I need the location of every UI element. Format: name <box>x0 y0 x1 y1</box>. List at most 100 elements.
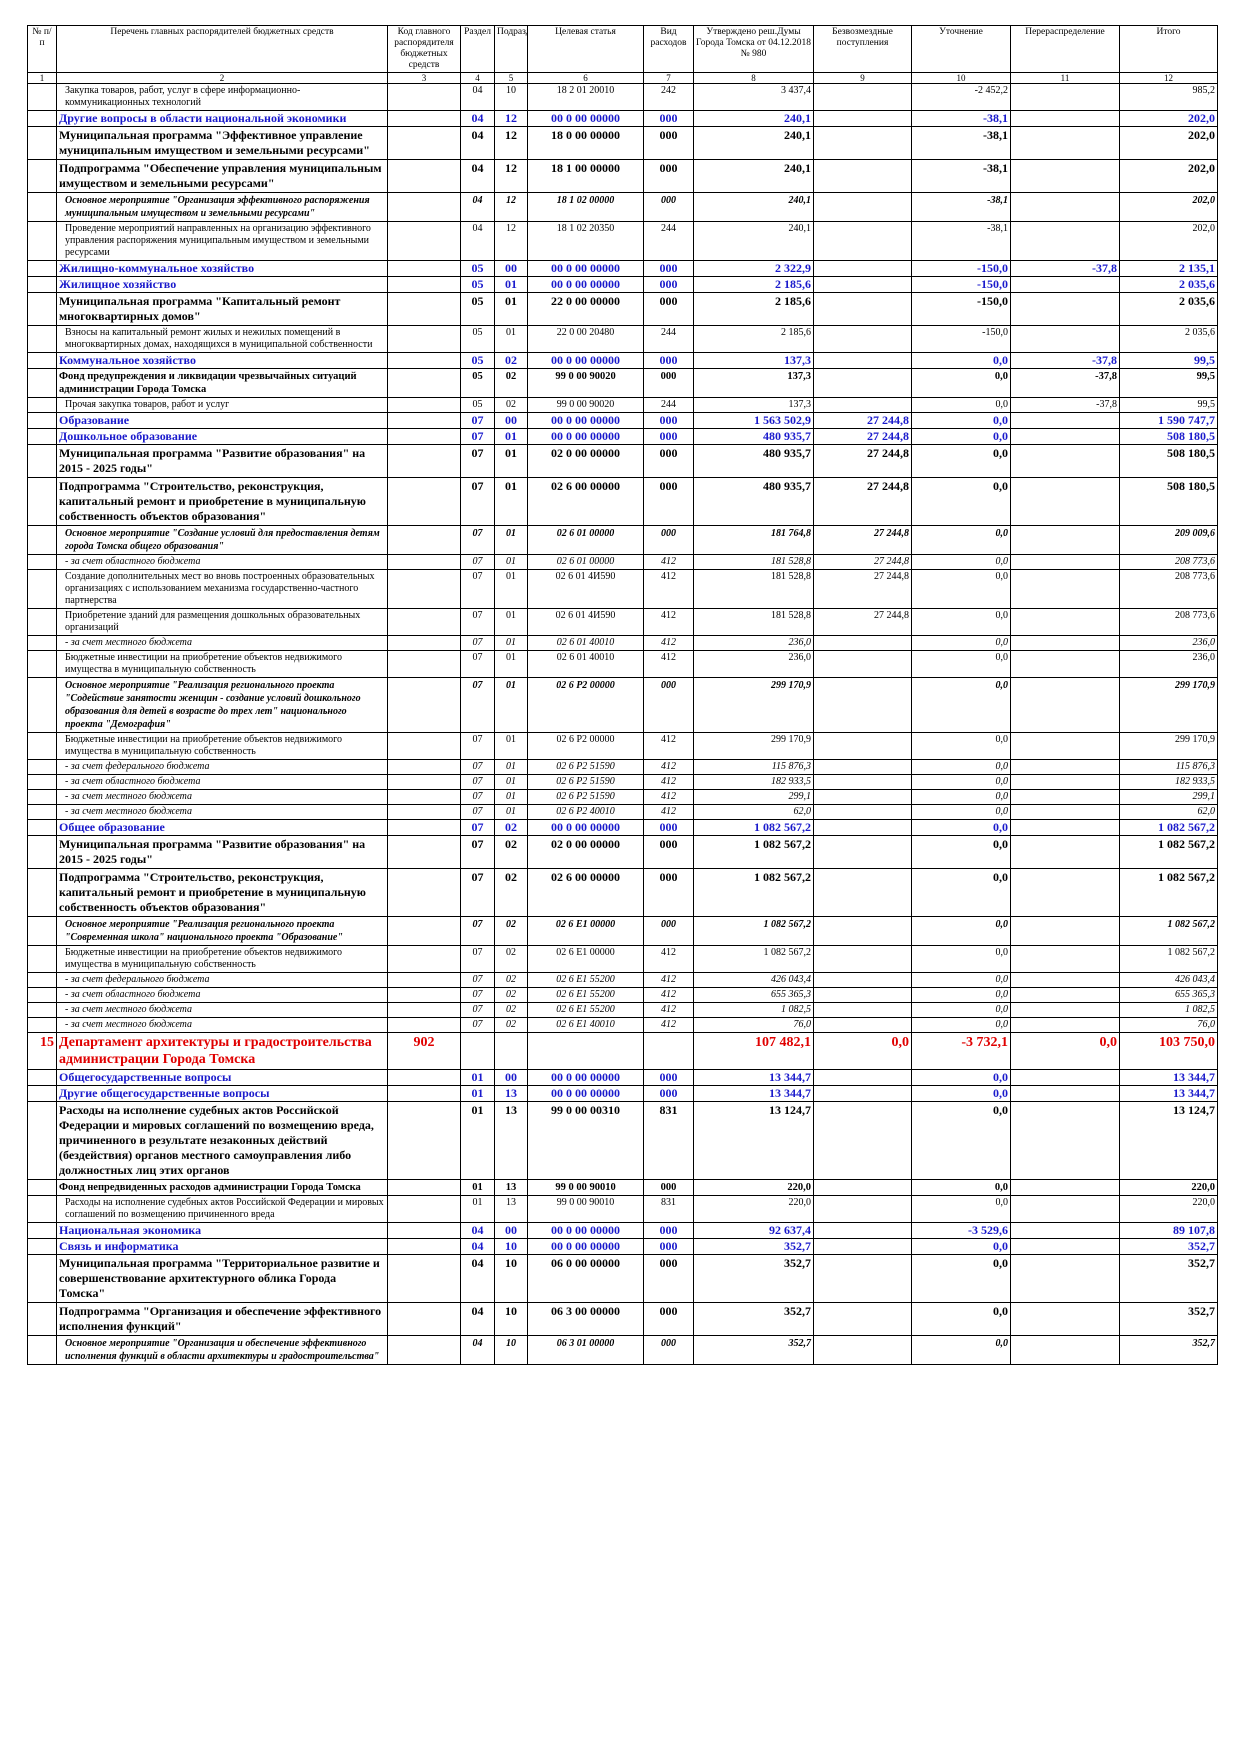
table-cell <box>27 804 57 820</box>
table-cell <box>813 110 912 127</box>
table-cell: 1 082 567,2 <box>1119 945 1218 973</box>
table-cell: 04 <box>460 1302 495 1336</box>
table-cell: 000 <box>643 159 694 193</box>
table-cell: 02 6 E1 55200 <box>527 1002 644 1018</box>
table-cell: 220,0 <box>1119 1179 1218 1196</box>
header-cell: Уточнение <box>911 25 1011 73</box>
table-cell <box>1010 677 1120 733</box>
table-cell: 10 <box>494 83 528 111</box>
table-cell <box>387 1017 461 1033</box>
table-cell: 000 <box>643 868 694 917</box>
table-cell: 0,0 <box>911 1254 1011 1303</box>
table-cell: - за счет местного бюджета <box>56 789 388 805</box>
table-cell: 27 244,8 <box>813 444 912 478</box>
column-number: 3 <box>387 72 461 84</box>
table-cell: Бюджетные инвестиции на приобретение объ… <box>56 945 388 973</box>
table-cell: 05 <box>460 352 495 369</box>
column-number: 12 <box>1119 72 1218 84</box>
table-cell: Закупка товаров, работ, услуг в сфере ин… <box>56 83 388 111</box>
header-cell: Итого <box>1119 25 1218 73</box>
table-cell: 1 082 567,2 <box>1119 835 1218 869</box>
table-cell: 1 082 567,2 <box>693 868 814 917</box>
table-cell: 10 <box>494 1302 528 1336</box>
table-cell: 01 <box>494 292 528 326</box>
table-cell <box>1010 412 1120 429</box>
table-cell: 1 082 567,2 <box>1119 868 1218 917</box>
table-cell <box>813 835 912 869</box>
table-cell: 240,1 <box>693 159 814 193</box>
table-cell: -38,1 <box>911 192 1011 222</box>
table-row: Бюджетные инвестиции на приобретение объ… <box>27 945 1218 973</box>
table-cell <box>813 1222 912 1239</box>
table-cell <box>387 325 461 353</box>
table-cell: 299,1 <box>1119 789 1218 805</box>
table-cell <box>27 732 57 760</box>
table-cell: 000 <box>643 1179 694 1196</box>
table-cell: - за счет областного бюджета <box>56 987 388 1003</box>
table-cell <box>27 525 57 555</box>
table-cell: 137,3 <box>693 352 814 369</box>
table-cell: 412 <box>643 635 694 651</box>
table-cell: Фонд предупреждения и ликвидации чрезвыч… <box>56 368 388 398</box>
table-cell: 412 <box>643 608 694 636</box>
table-cell: 1 082 567,2 <box>693 835 814 869</box>
table-cell <box>813 260 912 277</box>
table-cell: 202,0 <box>1119 192 1218 222</box>
table-row: Проведение мероприятий направленных на о… <box>27 221 1218 261</box>
table-cell: 181 528,8 <box>693 569 814 609</box>
table-cell <box>1010 1101 1120 1180</box>
table-cell: 480 935,7 <box>693 444 814 478</box>
table-cell <box>387 569 461 609</box>
table-cell: 412 <box>643 732 694 760</box>
table-cell: 0,0 <box>911 789 1011 805</box>
table-cell: -37,8 <box>1010 368 1120 398</box>
table-cell: 985,2 <box>1119 83 1218 111</box>
table-cell: 0,0 <box>911 1002 1011 1018</box>
table-cell: 352,7 <box>693 1254 814 1303</box>
table-cell: 352,7 <box>1119 1302 1218 1336</box>
table-cell: 137,3 <box>693 368 814 398</box>
table-cell <box>813 83 912 111</box>
table-cell <box>813 819 912 836</box>
table-cell: 00 <box>494 412 528 429</box>
table-cell <box>387 608 461 636</box>
table-cell: Жилищное хозяйство <box>56 276 388 293</box>
table-cell: 07 <box>460 444 495 478</box>
table-cell: 04 <box>460 192 495 222</box>
table-cell: 05 <box>460 292 495 326</box>
table-cell: 1 082 567,2 <box>1119 819 1218 836</box>
table-cell: 02 6 P2 51590 <box>527 789 644 805</box>
table-cell <box>387 1302 461 1336</box>
table-cell <box>1010 972 1120 988</box>
table-cell: 10 <box>494 1335 528 1365</box>
table-cell: Коммунальное хозяйство <box>56 352 388 369</box>
table-cell: Создание дополнительных мест во вновь по… <box>56 569 388 609</box>
table-cell: 000 <box>643 368 694 398</box>
table-cell: 107 482,1 <box>693 1032 814 1070</box>
table-cell: 01 <box>460 1195 495 1223</box>
table-cell: 06 3 01 00000 <box>527 1335 644 1365</box>
table-cell: 00 0 00 00000 <box>527 260 644 277</box>
table-cell: 220,0 <box>1119 1195 1218 1223</box>
table-cell: - за счет федерального бюджета <box>56 759 388 775</box>
table-row: Связь и информатика 04 10 00 0 00 00000 000 3… <box>27 1238 1218 1255</box>
table-cell: 02 <box>494 835 528 869</box>
table-row: Основное мероприятие "Реализация региона… <box>27 916 1218 946</box>
table-cell: 02 <box>494 916 528 946</box>
table-cell: 18 1 02 00000 <box>527 192 644 222</box>
table-cell: 426 043,4 <box>1119 972 1218 988</box>
table-cell: 07 <box>460 972 495 988</box>
table-cell: 412 <box>643 1017 694 1033</box>
table-row: Другие вопросы в области национальной эк… <box>27 110 1218 127</box>
table-cell <box>813 192 912 222</box>
table-cell <box>387 1195 461 1223</box>
table-cell: 352,7 <box>1119 1238 1218 1255</box>
table-cell: 115 876,3 <box>1119 759 1218 775</box>
table-cell: 0,0 <box>911 397 1011 413</box>
table-cell: 89 107,8 <box>1119 1222 1218 1239</box>
table-cell: 220,0 <box>693 1179 814 1196</box>
table-cell <box>27 428 57 445</box>
table-cell: 62,0 <box>693 804 814 820</box>
table-cell: 000 <box>643 110 694 127</box>
table-cell: 000 <box>643 276 694 293</box>
